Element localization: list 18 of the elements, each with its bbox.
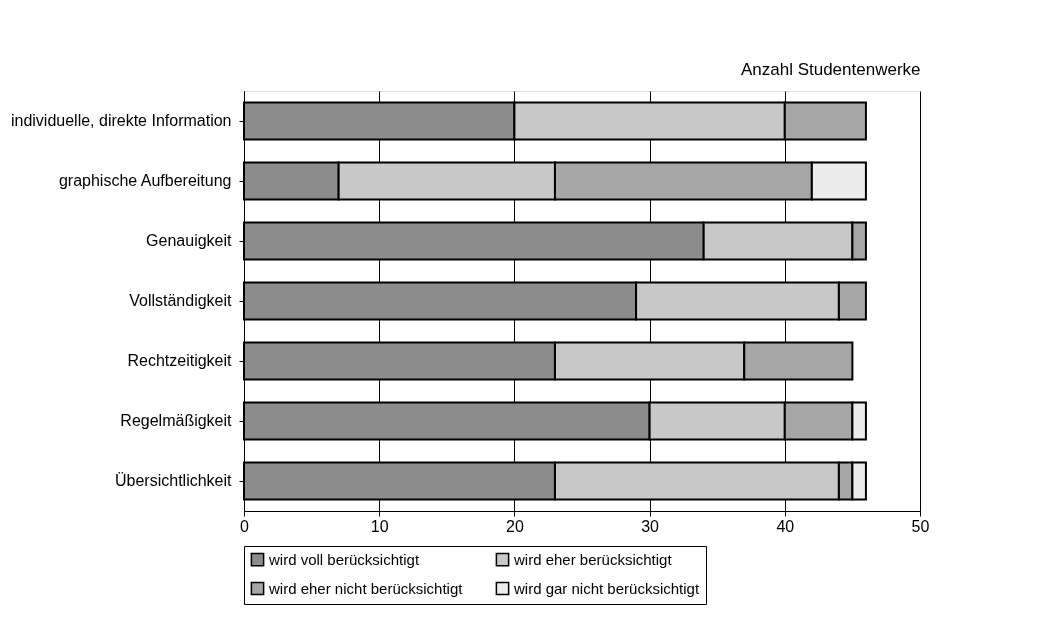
- x-tick-label: 20: [506, 517, 524, 535]
- x-axis-title: Anzahl Studentenwerke: [740, 59, 921, 79]
- x-tick-label: 30: [641, 517, 660, 535]
- legend-label: wird voll berücksichtigt: [268, 550, 420, 568]
- x-tick-label: 0: [240, 517, 250, 535]
- x-tick-label: 40: [776, 517, 795, 535]
- legend-label: wird eher nicht berücksichtigt: [268, 579, 464, 597]
- y-tick-label: graphische Aufbereitung: [58, 172, 232, 189]
- legend-label: wird gar nicht berücksichtigt: [513, 579, 700, 597]
- y-tick-label: Regelmäßigkeit: [120, 412, 233, 429]
- y-tick-label: Genauigkeit: [146, 232, 233, 249]
- y-tick-label: Vollständigkeit: [129, 292, 233, 309]
- legend-label: wird eher berücksichtigt: [513, 550, 673, 568]
- y-tick-label: individuelle, direkte Information: [10, 112, 232, 129]
- y-tick-label: Rechtzeitigkeit: [127, 352, 233, 369]
- x-tick-label: 10: [370, 517, 389, 535]
- y-tick-label: Übersichtlichkeit: [115, 472, 233, 489]
- x-tick-label: 50: [911, 517, 930, 535]
